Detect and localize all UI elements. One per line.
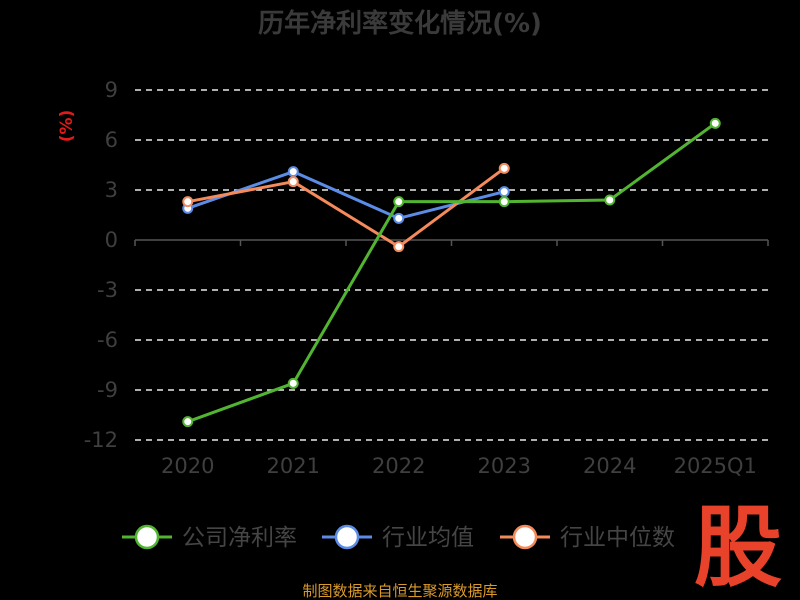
data-point[interactable] <box>498 162 510 174</box>
series-line <box>186 121 717 424</box>
data-point[interactable] <box>287 377 299 389</box>
data-point[interactable] <box>498 186 510 198</box>
y-tick-label: 6 <box>105 128 118 152</box>
y-tick-label: 9 <box>105 78 118 102</box>
data-point[interactable] <box>498 196 510 208</box>
series-layer <box>182 117 721 428</box>
legend-label: 公司净利率 <box>182 525 297 551</box>
series-0 <box>182 117 721 428</box>
watermark-logo: 股 <box>694 496 782 599</box>
data-point[interactable] <box>393 212 405 224</box>
y-tick-label: -12 <box>84 428 118 452</box>
legend-item[interactable]: 公司净利率 <box>122 524 297 551</box>
legend-marker <box>134 524 160 550</box>
data-point[interactable] <box>393 241 405 253</box>
legend-marker <box>512 524 538 550</box>
data-point[interactable] <box>182 416 194 428</box>
y-tick-label: -3 <box>97 278 118 302</box>
data-point[interactable] <box>604 194 616 206</box>
y-tick-label: 0 <box>105 228 118 252</box>
x-tick-label: 2021 <box>267 454 320 478</box>
legend-item[interactable]: 行业中位数 <box>500 524 675 551</box>
legend-marker <box>334 524 360 550</box>
data-point[interactable] <box>393 196 405 208</box>
y-tick-label: 3 <box>105 178 118 202</box>
x-tick-label: 2023 <box>478 454 531 478</box>
data-point[interactable] <box>287 166 299 178</box>
legend: 公司净利率 行业均值 行业中位数 <box>122 524 675 551</box>
x-tick-label: 2024 <box>583 454 636 478</box>
legend-label: 行业均值 <box>382 525 474 551</box>
data-point[interactable] <box>287 176 299 188</box>
chart-title: 历年净利率变化情况(%) <box>258 8 542 39</box>
x-tick-label: 2022 <box>372 454 425 478</box>
series-2 <box>182 162 510 253</box>
series-1 <box>182 166 510 224</box>
legend-label: 行业中位数 <box>560 525 675 551</box>
data-point[interactable] <box>709 117 721 129</box>
series-line <box>186 170 506 220</box>
grid-layer <box>135 89 768 441</box>
x-tick-label: 2020 <box>161 454 214 478</box>
x-tick-label: 2025Q1 <box>674 454 757 478</box>
source-label: 制图数据来自恒生聚源数据库 <box>302 582 497 600</box>
y-tick-label: -9 <box>97 378 118 402</box>
y-axis-unit-label: (%) <box>57 110 77 143</box>
data-point[interactable] <box>182 196 194 208</box>
y-tick-label: -6 <box>97 328 118 352</box>
axis-layer: 9 6 3 0 -3 -6 -9 -12 2020 2021 2022 2023 2024 2025Q1 <box>84 78 769 478</box>
legend-item[interactable]: 行业均值 <box>322 524 474 551</box>
series-line <box>186 166 506 249</box>
